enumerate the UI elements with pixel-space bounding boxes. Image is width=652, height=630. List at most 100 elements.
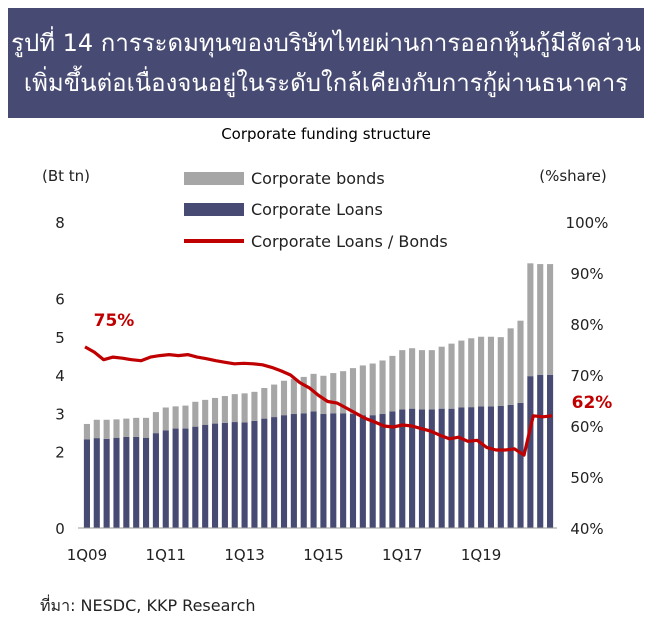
loans-bar [349, 414, 357, 528]
loans-bar [389, 411, 396, 528]
banner-title-line-2: เพิ่มขึ้นต่อเนื่องจนอยู่ในระดับใกล้เคียง… [23, 69, 629, 97]
left-tick-label: 5 [55, 329, 65, 347]
loans-bar [468, 407, 475, 528]
right-tick-label: 90% [570, 265, 603, 283]
left-axis-label: (Bt tn) [42, 167, 90, 185]
bonds-bar [83, 423, 90, 440]
loans-bar [359, 415, 366, 528]
loans-bar [142, 437, 150, 528]
axes-layer: 0 2 3 4 5 6 8 40% 50% 60% 70% 80% 90% 100% (Bt tn) (%sh… [42, 167, 608, 564]
bonds-bar [113, 419, 120, 438]
loans-bar [221, 422, 228, 528]
bonds-bar [458, 340, 465, 408]
loans-bar [379, 414, 386, 528]
bonds-bar [418, 350, 426, 410]
loans-bar [113, 437, 120, 528]
loans-bar [418, 409, 426, 528]
left-tick-label: 2 [55, 444, 65, 462]
bonds-bar [497, 337, 504, 406]
loans-bar [251, 420, 258, 528]
funding-chart: 0 2 3 4 5 6 8 40% 50% 60% 70% 80% 90% 100% (Bt tn) (%sh… [42, 167, 613, 564]
bonds-bar [507, 328, 514, 405]
loans-bar [330, 413, 337, 528]
left-tick-label: 8 [55, 214, 65, 232]
bonds-bar [320, 375, 327, 415]
bonds-bar [251, 391, 258, 421]
bonds-bar [211, 397, 219, 424]
right-axis-label: (%share) [539, 167, 607, 185]
legend: Corporate bonds Corporate Loans Corporate … [184, 169, 448, 251]
loans-bar [261, 418, 268, 528]
bonds-bar [280, 380, 288, 416]
loans-bar [497, 405, 504, 528]
bonds-bar [261, 388, 268, 419]
loans-bar [478, 406, 485, 528]
loans-bar [123, 436, 130, 528]
loans-bar [399, 409, 406, 528]
loans-bar [162, 430, 169, 528]
loans-bar [487, 406, 495, 528]
bonds-bar [438, 346, 445, 409]
loans-bar [300, 413, 307, 528]
bonds-bar [192, 401, 199, 427]
bonds-bar [478, 336, 485, 407]
bonds-bar [133, 417, 140, 437]
loans-bar [340, 413, 347, 528]
bonds-bar [379, 360, 386, 415]
loans-bar [152, 433, 159, 528]
bonds-bar [103, 419, 110, 439]
bonds-bar [547, 264, 554, 375]
bonds-bar [527, 263, 534, 377]
loans-bar [133, 436, 140, 528]
loans-bar [438, 408, 445, 528]
loans-bar [172, 428, 179, 528]
bonds-bar [123, 418, 130, 437]
right-tick-label: 60% [570, 418, 603, 436]
loans-bar [507, 404, 514, 528]
bonds-bar [231, 394, 238, 423]
bonds-bar [487, 336, 495, 407]
bonds-bar [409, 348, 416, 409]
bonds-bar [340, 371, 347, 414]
left-tick-label: 4 [55, 367, 65, 385]
bonds-bar [468, 338, 475, 408]
bonds-bar [428, 350, 435, 410]
bonds-bar [330, 373, 337, 414]
right-tick-label: 80% [570, 316, 603, 334]
bonds-bar [142, 417, 150, 438]
loans-bar [93, 438, 100, 528]
legend-label: Corporate Loans / Bonds [251, 232, 448, 251]
bonds-bar [389, 355, 396, 412]
bonds-bar [517, 320, 524, 403]
x-tick-label: 1Q17 [382, 546, 422, 564]
bonds-bar [359, 365, 366, 416]
right-tick-label: 100% [566, 214, 609, 232]
right-tick-label: 50% [570, 469, 603, 487]
annotations-layer: 75% 62% [94, 311, 613, 413]
legend-swatch [184, 203, 244, 216]
legend-label: Corporate bonds [251, 169, 385, 188]
loans-bar [458, 407, 465, 528]
loans-bar [103, 438, 110, 528]
source-note: ที่มา: NESDC, KKP Research [40, 596, 256, 615]
x-tick-label: 1Q15 [303, 546, 343, 564]
loans-bar [448, 408, 455, 528]
annotation-end: 62% [572, 393, 613, 413]
bonds-bar [300, 376, 307, 414]
right-tick-label: 70% [570, 367, 603, 385]
bonds-bar [152, 412, 159, 434]
bonds-bar [162, 407, 169, 431]
loans-bar [369, 415, 376, 528]
bonds-bar [172, 406, 179, 429]
title-banner: รูปที่ 14 การระดมทุนของบริษัทไทยผ่านการอ… [8, 8, 644, 118]
chart-title: Corporate funding structure [221, 125, 431, 143]
banner-title-line-1: รูปที่ 14 การระดมทุนของบริษัทไทยผ่านการอ… [11, 29, 641, 57]
bonds-bar [182, 405, 189, 429]
loans-bar [231, 422, 238, 528]
left-tick-label: 0 [55, 520, 65, 538]
bars-layer [83, 263, 554, 528]
x-tick-label: 1Q13 [224, 546, 264, 564]
x-tick-label: 1Q19 [461, 546, 501, 564]
bonds-bar [290, 378, 297, 415]
right-tick-label: 40% [570, 520, 603, 538]
